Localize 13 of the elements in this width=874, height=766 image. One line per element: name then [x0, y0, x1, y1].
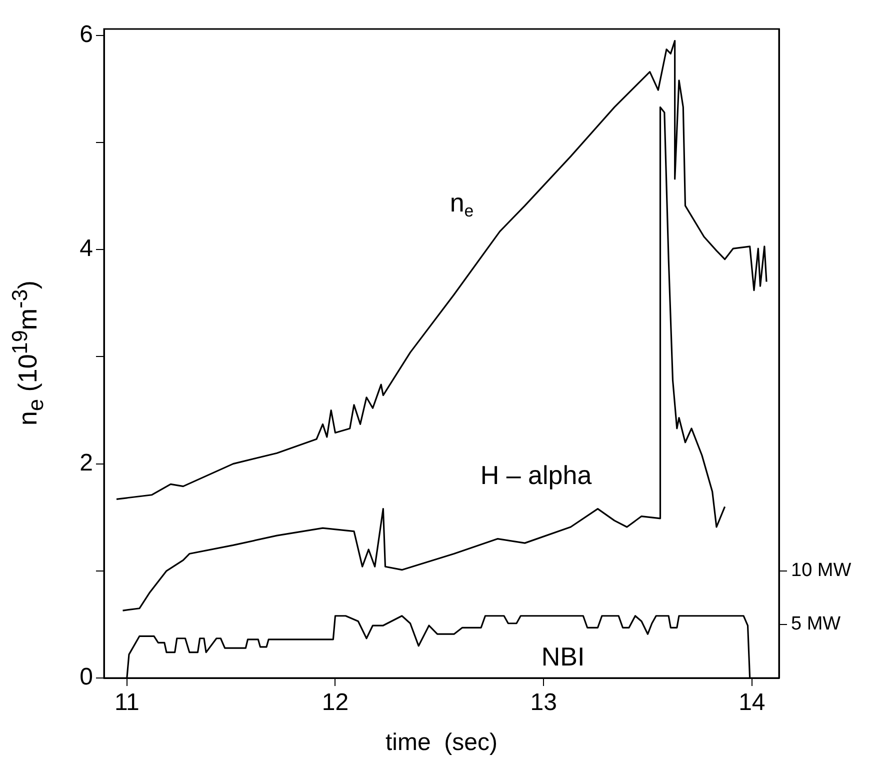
- x-tick-label: 12: [322, 689, 349, 716]
- y2-tick-label: 5 MW: [791, 614, 841, 635]
- x-tick-label: 11: [114, 689, 140, 716]
- y-tick-label: 2: [80, 449, 93, 476]
- x-tick-label: 14: [738, 689, 766, 716]
- series-label: NBI: [541, 642, 585, 672]
- x-tick-label: 13: [530, 689, 557, 716]
- y2-tick-label: 10 MW: [791, 560, 852, 582]
- y-tick-label: 4: [80, 235, 93, 262]
- series-label: H – alpha: [480, 460, 592, 490]
- y-tick-label: 0: [80, 664, 93, 691]
- x-axis-title: time (sec): [385, 729, 498, 756]
- y-tick-label: 6: [80, 21, 93, 48]
